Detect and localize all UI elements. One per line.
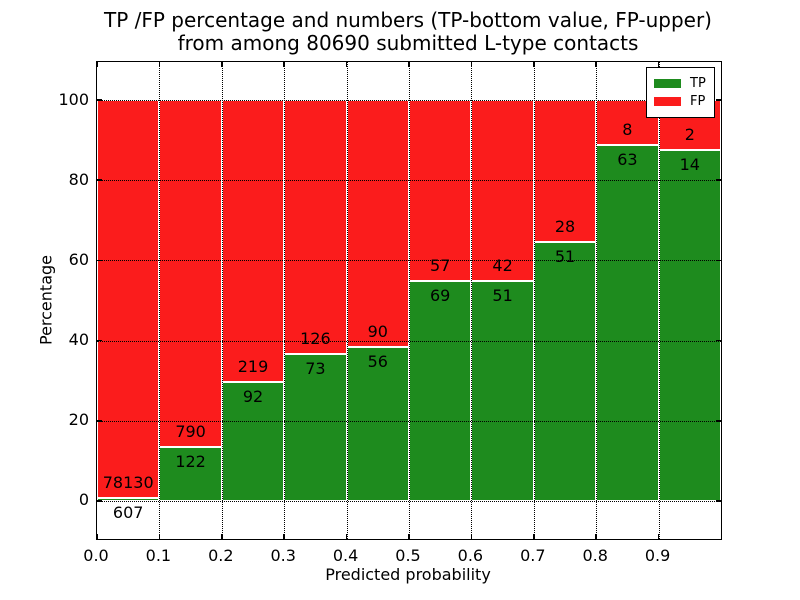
plot-area: 78130 607 790 122 219 92 126 73 90 56 57 69 42 51 28 51… xyxy=(96,61,722,540)
bar-segment-fp xyxy=(533,100,597,243)
x-tick-label: 0.1 xyxy=(145,546,172,565)
bar-segment-fp xyxy=(284,100,347,354)
bar-segment-tp xyxy=(221,382,285,501)
x-tick xyxy=(470,534,473,539)
x-gridline xyxy=(533,62,535,539)
legend-swatch-tp-icon xyxy=(654,79,681,88)
bar-segment-tp xyxy=(409,281,472,501)
y-tick-label: 100 xyxy=(58,89,89,109)
x-tick-top xyxy=(221,62,223,67)
x-gridline xyxy=(159,62,161,539)
x-tick-top xyxy=(657,62,660,67)
x-tick xyxy=(221,534,223,539)
bar-segment-tp xyxy=(159,447,222,501)
x-tick-label: 0.9 xyxy=(644,546,671,565)
legend-label-fp: FP xyxy=(690,94,706,109)
legend: TP FP xyxy=(646,67,715,118)
x-tick-label: 0.0 xyxy=(83,546,109,565)
bar-segment-fp xyxy=(471,100,534,282)
y-tick xyxy=(97,179,102,181)
y-tick xyxy=(97,500,102,502)
legend-label-tp: TP xyxy=(690,76,706,91)
y-tick-label: 20 xyxy=(68,410,89,430)
x-tick xyxy=(408,534,410,539)
y-tick-right xyxy=(716,339,721,342)
chart-title-line-2: from among 80690 submitted L-type contac… xyxy=(177,31,639,55)
bar-segment-tp xyxy=(596,145,659,501)
legend-swatch-fp-icon xyxy=(654,97,681,106)
x-tick xyxy=(345,534,348,539)
x-tick xyxy=(283,534,285,539)
x-tick-top xyxy=(96,62,98,67)
bar-segment-tp xyxy=(97,497,160,501)
y-tick-label: 40 xyxy=(68,330,89,350)
x-gridline xyxy=(221,62,223,539)
y-tick xyxy=(97,339,102,342)
x-tick-top xyxy=(470,62,473,67)
legend-item-fp: FP xyxy=(654,94,706,109)
x-gridline xyxy=(346,62,348,539)
x-tick-top xyxy=(533,62,535,67)
bar-segment-tp xyxy=(471,281,534,501)
x-axis-label: Predicted probability xyxy=(325,565,491,584)
x-gridline xyxy=(471,62,473,539)
chart-title-line-1: TP /FP percentage and numbers (TP-bottom… xyxy=(104,8,712,32)
x-tick-label: 0.3 xyxy=(270,546,296,565)
bar-segment-tp xyxy=(284,353,347,501)
y-tick xyxy=(97,99,102,101)
y-tick-right xyxy=(716,500,721,502)
bar-segment-fp xyxy=(346,100,409,348)
bar-segment-tp xyxy=(346,347,409,501)
y-tick-right xyxy=(716,420,721,422)
bar-segment-fp xyxy=(97,100,160,498)
chart-title: TP /FP percentage and numbers (TP-bottom… xyxy=(96,9,720,55)
x-gridline xyxy=(596,62,598,539)
bar-segment-tp xyxy=(658,150,721,501)
x-gridline xyxy=(409,62,410,539)
x-tick xyxy=(158,534,161,539)
x-tick-top xyxy=(408,62,410,67)
bar-segment-fp xyxy=(159,100,222,448)
x-tick-label: 0.7 xyxy=(520,546,546,565)
y-tick-right xyxy=(716,259,721,262)
y-tick-right xyxy=(716,179,721,181)
x-tick-label: 0.4 xyxy=(332,546,359,565)
x-tick-top xyxy=(158,62,161,67)
y-tick xyxy=(97,259,102,262)
bar-segment-tp xyxy=(533,242,597,501)
x-tick xyxy=(533,534,535,539)
legend-item-tp: TP xyxy=(654,76,706,91)
y-tick xyxy=(97,420,102,422)
x-tick-top xyxy=(283,62,285,67)
x-tick-label: 0.8 xyxy=(582,546,608,565)
y-tick-label: 60 xyxy=(68,249,89,269)
x-tick-label: 0.2 xyxy=(208,546,234,565)
x-tick-label: 0.5 xyxy=(395,546,421,565)
bar-segment-fp xyxy=(409,100,472,282)
x-gridline xyxy=(658,62,660,539)
x-tick xyxy=(657,534,660,539)
y-tick-label: 80 xyxy=(68,169,89,189)
x-tick-top xyxy=(345,62,348,67)
x-tick xyxy=(595,534,597,539)
x-tick-label: 0.6 xyxy=(457,546,484,565)
y-tick-right xyxy=(716,99,721,101)
x-tick xyxy=(96,534,98,539)
x-tick-top xyxy=(595,62,597,67)
y-tick-label: 0 xyxy=(78,490,89,510)
x-gridline xyxy=(284,62,286,539)
